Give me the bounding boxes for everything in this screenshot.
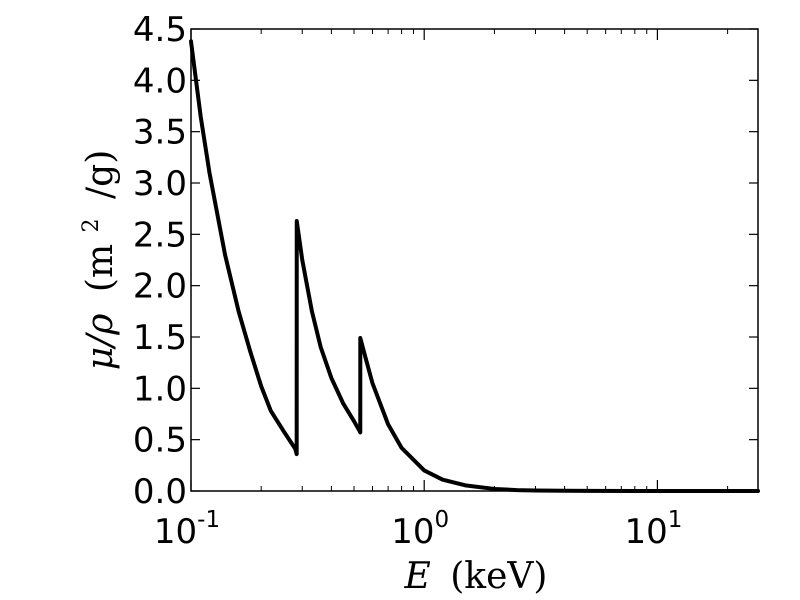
x-axis-ticks: 10-1 100 101 [154, 29, 729, 552]
x-tick-label: 10-1 [154, 507, 220, 552]
x-axis-label: E (keV) [404, 556, 548, 597]
y-tick-label: 1.0 [133, 369, 187, 409]
y-axis-ticks: 0.0 0.5 1.0 1.5 2.0 2.5 3.0 3.5 4.0 4.5 [133, 10, 758, 512]
y-tick-label: 2.0 [133, 267, 187, 307]
series-layer [189, 39, 760, 493]
x-tick-label: 101 [624, 507, 682, 552]
y-axis-label: μ/ρ (m 2 /g) [66, 150, 121, 370]
series-line-0 [189, 39, 760, 493]
y-tick-label: 3.5 [133, 113, 187, 153]
y-tick-label: 1.5 [133, 318, 187, 358]
y-tick-label: 2.5 [133, 215, 187, 255]
y-tick-label: 4.0 [133, 61, 187, 101]
x-tick-label: 100 [391, 507, 449, 552]
y-tick-label: 3.0 [133, 164, 187, 204]
y-tick-label: 4.5 [133, 10, 187, 50]
plot-area [190, 28, 759, 492]
y-tick-label: 0.0 [133, 472, 187, 512]
y-tick-label: 0.5 [133, 421, 187, 461]
